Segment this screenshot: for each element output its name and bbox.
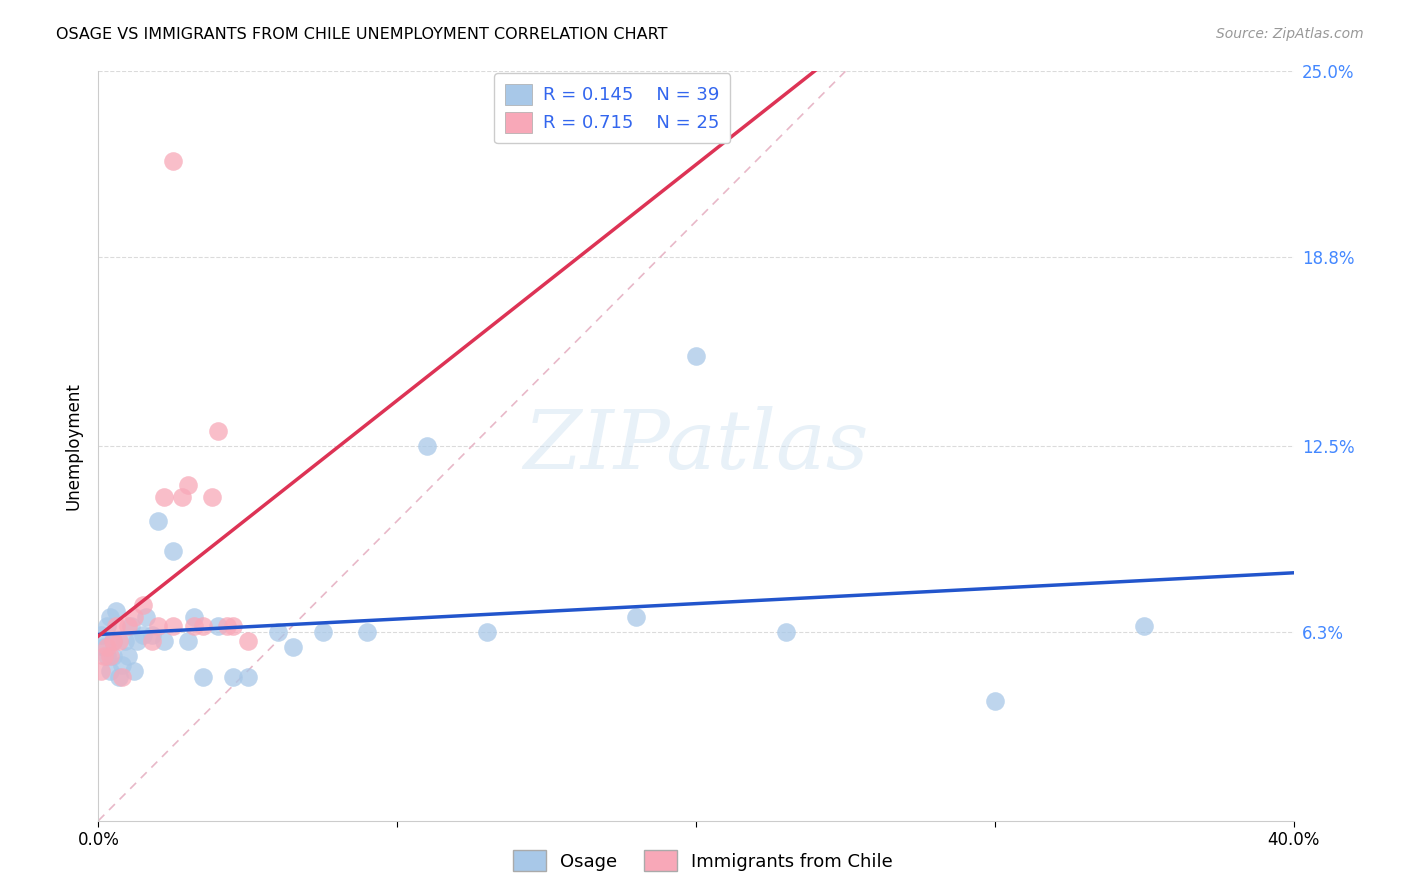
Point bbox=[93, 648, 115, 663]
Point bbox=[311, 624, 333, 639]
Point bbox=[98, 648, 122, 663]
Point bbox=[281, 640, 304, 654]
Point bbox=[207, 619, 229, 633]
Point bbox=[98, 664, 122, 678]
Point bbox=[356, 624, 378, 639]
Point bbox=[475, 624, 498, 639]
Point bbox=[124, 664, 146, 678]
Point bbox=[127, 633, 149, 648]
Point bbox=[96, 648, 118, 663]
Point bbox=[267, 624, 290, 639]
Point bbox=[93, 640, 115, 654]
Point bbox=[114, 633, 136, 648]
Point bbox=[236, 633, 259, 648]
Y-axis label: Unemployment: Unemployment bbox=[65, 382, 83, 510]
Point bbox=[111, 657, 134, 672]
Point bbox=[183, 610, 205, 624]
Point bbox=[215, 619, 238, 633]
Point bbox=[177, 478, 200, 492]
Point bbox=[90, 664, 112, 678]
Text: Source: ZipAtlas.com: Source: ZipAtlas.com bbox=[1216, 27, 1364, 41]
Point bbox=[148, 619, 170, 633]
Text: OSAGE VS IMMIGRANTS FROM CHILE UNEMPLOYMENT CORRELATION CHART: OSAGE VS IMMIGRANTS FROM CHILE UNEMPLOYM… bbox=[56, 27, 668, 42]
Point bbox=[103, 648, 125, 663]
Point bbox=[135, 610, 157, 624]
Point bbox=[172, 490, 194, 504]
Point bbox=[236, 670, 259, 684]
Point bbox=[1133, 619, 1156, 633]
Point bbox=[124, 610, 146, 624]
Point bbox=[108, 633, 131, 648]
Point bbox=[105, 604, 128, 618]
Point bbox=[162, 619, 184, 633]
Point bbox=[775, 624, 797, 639]
Text: ZIPatlas: ZIPatlas bbox=[523, 406, 869, 486]
Point bbox=[207, 424, 229, 438]
Point bbox=[416, 439, 439, 453]
Point bbox=[132, 628, 155, 642]
Point bbox=[984, 694, 1007, 708]
Point bbox=[162, 544, 184, 558]
Point bbox=[98, 610, 122, 624]
Point bbox=[120, 619, 142, 633]
Point bbox=[183, 619, 205, 633]
Point bbox=[117, 648, 139, 663]
Legend: Osage, Immigrants from Chile: Osage, Immigrants from Chile bbox=[506, 843, 900, 879]
Point bbox=[191, 670, 214, 684]
Point bbox=[132, 598, 155, 612]
Point bbox=[96, 640, 118, 654]
Point bbox=[90, 628, 112, 642]
Point bbox=[201, 490, 224, 504]
Point bbox=[162, 154, 184, 169]
Point bbox=[96, 619, 118, 633]
Point bbox=[103, 633, 125, 648]
Point bbox=[685, 349, 707, 363]
Point bbox=[111, 670, 134, 684]
Point bbox=[141, 633, 163, 648]
Point bbox=[153, 490, 176, 504]
Point bbox=[103, 633, 125, 648]
Point bbox=[177, 633, 200, 648]
Point bbox=[148, 514, 170, 528]
Point bbox=[105, 619, 128, 633]
Point bbox=[222, 619, 245, 633]
Point bbox=[117, 619, 139, 633]
Point bbox=[222, 670, 245, 684]
Point bbox=[153, 633, 176, 648]
Point bbox=[191, 619, 214, 633]
Legend: R = 0.145    N = 39, R = 0.715    N = 25: R = 0.145 N = 39, R = 0.715 N = 25 bbox=[495, 73, 730, 144]
Point bbox=[108, 670, 131, 684]
Point bbox=[626, 610, 648, 624]
Point bbox=[141, 628, 163, 642]
